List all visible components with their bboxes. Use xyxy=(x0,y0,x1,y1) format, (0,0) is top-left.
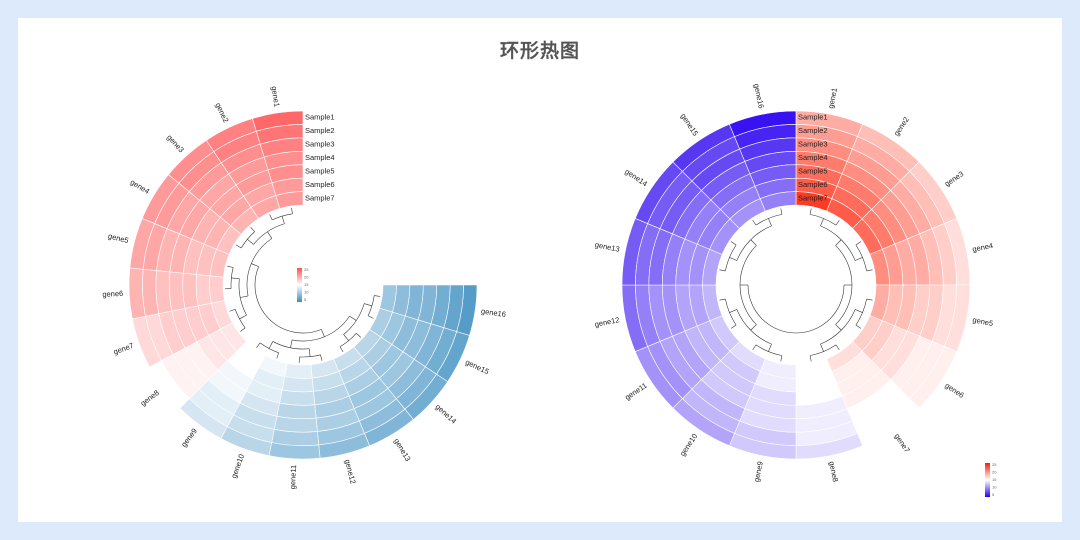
legend-tick-label: 20 xyxy=(304,275,309,280)
gene-label: gene4 xyxy=(972,241,994,254)
legend-tick-label: 5 xyxy=(304,297,307,302)
gene-label: gene15 xyxy=(679,112,700,138)
dendrogram xyxy=(719,208,873,362)
gene-label: gene2 xyxy=(892,115,911,137)
gene-label: gene9 xyxy=(752,461,765,483)
gene-label: gene11 xyxy=(288,465,298,490)
heatmap-cell xyxy=(279,389,316,406)
sample-label: Sample4 xyxy=(798,153,828,162)
sample-label: Sample1 xyxy=(305,113,335,122)
gene-label: gene6 xyxy=(943,381,965,400)
gene-label: gene15 xyxy=(464,357,490,376)
gene-label: gene7 xyxy=(112,341,135,357)
gene-label: gene13 xyxy=(594,240,620,254)
sample-label: Sample7 xyxy=(798,193,828,202)
heatmap-cell xyxy=(281,376,314,393)
sample-label: Sample2 xyxy=(305,126,335,135)
gene-label: gene12 xyxy=(594,315,620,329)
sample-label: Sample7 xyxy=(305,193,335,202)
circular-heatmap-left: gene16gene15gene14gene13gene12gene11gene… xyxy=(102,86,506,490)
circular-heatmap-right: gene1 gene2 gene3 gene4 gene5 gene6 gene7 gene8… xyxy=(594,83,997,497)
heatmap-cell xyxy=(195,274,212,307)
gene-label: gene13 xyxy=(392,437,413,463)
gene-label: gene5 xyxy=(972,315,994,328)
gene-label: gene12 xyxy=(343,458,358,484)
color-legend: 25 20 15 10 5 xyxy=(985,462,997,497)
gene-label: gene11 xyxy=(623,381,648,402)
legend-colorbar xyxy=(297,268,302,302)
sample-label: Sample5 xyxy=(305,166,335,175)
legend-tick-label: 10 xyxy=(992,485,997,490)
gene-label: gene14 xyxy=(623,167,649,188)
dendrogram xyxy=(225,207,381,363)
heatmap-cell xyxy=(275,191,304,209)
gene-label: gene1 xyxy=(826,87,839,109)
heatmap-cell xyxy=(182,272,199,309)
sample-label: Sample6 xyxy=(305,180,335,189)
gene-label: gene10 xyxy=(229,453,246,480)
heatmap-cell xyxy=(209,275,225,304)
legend-tick-label: 25 xyxy=(992,462,997,467)
sample-label: Sample5 xyxy=(798,166,828,175)
gene-label: gene16 xyxy=(752,83,766,109)
legend-colorbar xyxy=(985,463,990,497)
sample-label: Sample2 xyxy=(798,126,828,135)
legend-tick-label: 25 xyxy=(304,267,309,272)
gene-label: gene10 xyxy=(678,432,699,458)
legend-tick-label: 15 xyxy=(992,477,997,482)
gene-label: gene3 xyxy=(943,169,965,188)
sample-label: Sample4 xyxy=(305,153,335,162)
sample-label: Sample3 xyxy=(305,140,335,149)
gene-label: gene5 xyxy=(107,231,129,245)
sample-label: Sample1 xyxy=(798,113,828,122)
gene-label: gene8 xyxy=(827,461,840,483)
gene-label: gene1 xyxy=(270,86,282,108)
color-legend: 25 20 15 10 5 xyxy=(297,267,309,302)
page-title: 环形热图 xyxy=(499,40,580,62)
heatmap-cell xyxy=(284,363,313,379)
gene-label: gene16 xyxy=(480,306,506,319)
legend-tick-label: 10 xyxy=(304,290,309,295)
gene-label: gene8 xyxy=(139,388,161,408)
gene-label: gene2 xyxy=(214,101,231,124)
gene-label: gene3 xyxy=(165,133,186,154)
heatmap-cell xyxy=(759,191,797,212)
legend-tick-label: 15 xyxy=(304,282,309,287)
gene-label: gene4 xyxy=(129,177,152,195)
legend-tick-label: 5 xyxy=(992,492,995,497)
gene-label: gene6 xyxy=(102,289,123,299)
legend-tick-label: 20 xyxy=(992,470,997,475)
sample-label: Sample6 xyxy=(798,180,828,189)
gene-label: gene9 xyxy=(179,427,199,449)
gene-label: gene7 xyxy=(893,432,912,454)
sample-label: Sample3 xyxy=(798,140,828,149)
gene-label: gene14 xyxy=(434,402,459,425)
